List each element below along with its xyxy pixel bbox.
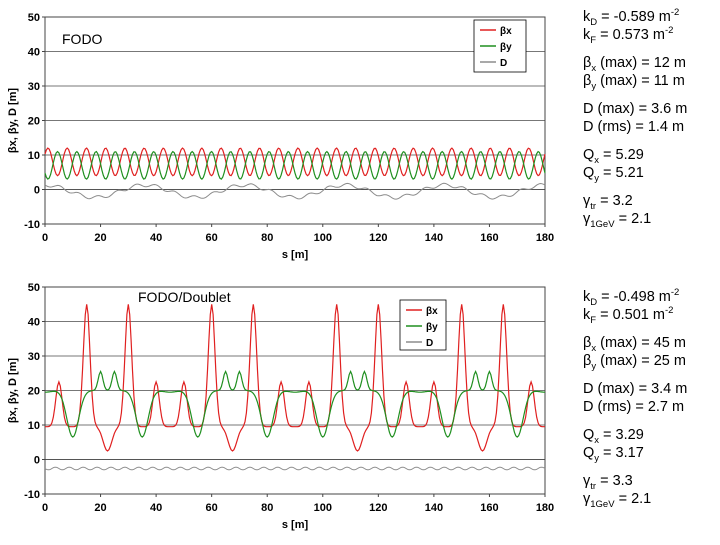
x-tick-label: 100 — [314, 232, 332, 244]
d-max: D (max) = 3.4 m — [583, 381, 688, 397]
x-tick-label: 60 — [206, 502, 218, 514]
qy-value: Qy = 5.21 — [583, 165, 644, 184]
gamma-group: γtr = 3.2 γ1GeV = 2.1 — [583, 192, 720, 230]
x-tick-label: 100 — [314, 502, 332, 514]
x-tick-label: 60 — [206, 232, 218, 244]
y-tick-label: 40 — [28, 317, 40, 329]
chart-title: FODO/Doublet — [138, 289, 231, 305]
legend-box — [399, 299, 447, 351]
x-axis-label: s [m] — [282, 249, 309, 261]
quad-strength-group: kD = -0.498 m-2 kF = 0.501 m-2 — [583, 287, 720, 326]
series-line-beta-x — [44, 147, 546, 177]
d-max: D (max) = 3.6 m — [583, 101, 688, 117]
y-tick-label: 50 — [28, 282, 40, 294]
kf-value: kF = 0.573 m-2 — [583, 25, 674, 46]
gamma-tr: γtr = 3.2 — [583, 193, 633, 212]
kd-value: kD = -0.498 m-2 — [583, 287, 680, 308]
x-tick-label: 160 — [480, 502, 498, 514]
x-tick-label: 140 — [425, 502, 443, 514]
chart-title: FODO — [62, 31, 103, 47]
fodo-doublet-parameters-panel: kD = -0.498 m-2 kF = 0.501 m-2 βx (max) … — [583, 288, 720, 518]
x-tick-label: 180 — [536, 502, 554, 514]
d-rms: D (rms) = 1.4 m — [583, 119, 685, 135]
x-tick-label: 140 — [425, 232, 443, 244]
beta-x-max: βx (max) = 12 m — [583, 55, 686, 74]
series-line-beta-x — [45, 304, 545, 452]
beta-y-max: βy (max) = 11 m — [583, 73, 685, 92]
y-tick-label: 10 — [28, 420, 40, 432]
legend-label: βy — [426, 322, 438, 333]
x-tick-label: 0 — [42, 502, 48, 514]
legend-label: βy — [500, 42, 512, 53]
gamma-1gev: γ1GeV = 2.1 — [583, 211, 652, 230]
qx-value: Qx = 5.29 — [583, 147, 644, 166]
d-rms: D (rms) = 2.7 m — [583, 399, 685, 415]
x-tick-label: 120 — [369, 232, 387, 244]
beta-x-max: βx (max) = 45 m — [583, 335, 686, 354]
y-tick-label: -10 — [24, 219, 40, 231]
series-line-beta-y — [44, 150, 546, 180]
x-tick-label: 80 — [261, 232, 273, 244]
legend-label: D — [426, 338, 433, 349]
y-tick-label: 50 — [28, 12, 40, 24]
y-tick-label: 10 — [28, 150, 40, 162]
y-tick-label: 0 — [34, 185, 40, 197]
legend-label: D — [500, 58, 507, 69]
x-tick-label: 20 — [94, 502, 106, 514]
dispersion-group: D (max) = 3.6 m D (rms) = 1.4 m — [583, 100, 720, 136]
tune-group: Qx = 5.29 Qy = 5.21 — [583, 146, 720, 184]
fodo-chart: -10 0 10 20 30 40 50 0 20 40 60 80 100 120 140 160 180 s … — [0, 0, 560, 270]
dispersion-group: D (max) = 3.4 m D (rms) = 2.7 m — [583, 380, 720, 416]
x-tick-label: 120 — [369, 502, 387, 514]
y-axis-label: βx, βy, D [m] — [7, 358, 19, 424]
y-axis-label: βx, βy, D [m] — [7, 88, 19, 154]
kd-value: kD = -0.589 m-2 — [583, 7, 680, 28]
y-tick-label: 30 — [28, 81, 40, 93]
x-tick-label: 0 — [42, 232, 48, 244]
y-tick-label: 0 — [34, 455, 40, 467]
x-tick-label: 40 — [150, 502, 162, 514]
legend-label: βx — [426, 306, 438, 317]
y-tick-label: 40 — [28, 47, 40, 59]
legend: βx βy D — [473, 19, 527, 73]
y-tick-label: 20 — [28, 116, 40, 128]
gamma-tr: γtr = 3.3 — [583, 473, 633, 492]
kf-value: kF = 0.501 m-2 — [583, 305, 674, 326]
beta-y-max: βy (max) = 25 m — [583, 353, 686, 372]
legend: βx βy D — [399, 299, 447, 351]
series-line-dispersion — [44, 466, 546, 471]
gamma-1gev: γ1GeV = 2.1 — [583, 491, 652, 510]
qx-value: Qx = 3.29 — [583, 427, 644, 446]
x-tick-label: 80 — [261, 502, 273, 514]
beta-max-group: βx (max) = 45 m βy (max) = 25 m — [583, 334, 720, 372]
series-line-beta-y — [45, 370, 545, 438]
gamma-group: γtr = 3.3 γ1GeV = 2.1 — [583, 472, 720, 510]
x-tick-label: 160 — [480, 232, 498, 244]
y-tick-label: 20 — [28, 386, 40, 398]
tune-group: Qx = 3.29 Qy = 3.17 — [583, 426, 720, 464]
x-tick-label: 20 — [94, 232, 106, 244]
fodo-doublet-chart: -10 0 10 20 30 40 50 0 20 40 60 80 100 120 140 160 180 s … — [0, 270, 560, 540]
y-tick-label: -10 — [24, 489, 40, 501]
fodo-parameters-panel: kD = -0.589 m-2 kF = 0.573 m-2 βx (max) … — [583, 8, 720, 238]
x-tick-label: 180 — [536, 232, 554, 244]
legend-label: βx — [500, 26, 512, 37]
x-tick-label: 40 — [150, 232, 162, 244]
x-axis-label: s [m] — [282, 519, 309, 531]
beta-max-group: βx (max) = 12 m βy (max) = 11 m — [583, 54, 720, 92]
qy-value: Qy = 3.17 — [583, 445, 644, 464]
quad-strength-group: kD = -0.589 m-2 kF = 0.573 m-2 — [583, 7, 720, 46]
series-line-dispersion — [44, 182, 546, 200]
y-tick-label: 30 — [28, 351, 40, 363]
